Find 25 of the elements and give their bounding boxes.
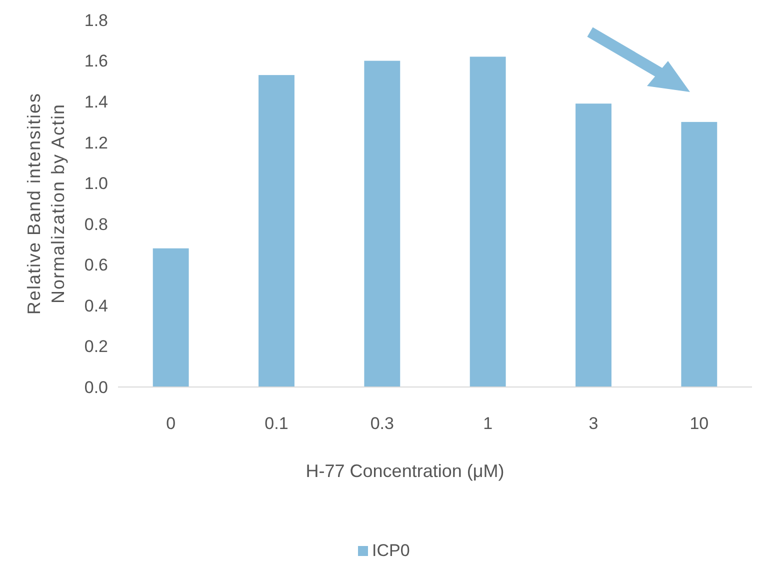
x-tick-label: 1 xyxy=(483,414,493,433)
y-tick-label: 0.4 xyxy=(84,296,108,316)
y-axis-title: Relative Band intensities Normalization by Actin xyxy=(24,92,68,315)
bar xyxy=(152,248,189,387)
y-tick-label: 1.0 xyxy=(84,174,108,194)
y-tick-label: 0.0 xyxy=(84,378,108,397)
y-tick-label: 1.6 xyxy=(84,52,108,71)
y-tick-label: 0.6 xyxy=(84,256,108,275)
y-tick-label: 0.2 xyxy=(84,337,108,356)
x-tick-label: 3 xyxy=(588,414,598,433)
y-tick-label: 0.8 xyxy=(84,214,108,234)
bar xyxy=(364,60,400,387)
y-tick-label: 1.8 xyxy=(84,10,108,30)
x-axis-title: H-77 Concentration (μM) xyxy=(306,461,504,481)
y-tick-label: 1.2 xyxy=(84,133,108,152)
bar xyxy=(576,104,612,387)
bar xyxy=(258,75,294,387)
y-tick-label: 1.4 xyxy=(84,92,108,112)
bar xyxy=(470,56,506,387)
legend-label: ICP0 xyxy=(372,541,410,560)
x-tick-label: 0.3 xyxy=(370,414,394,433)
bar xyxy=(681,122,718,387)
x-tick-label: 0 xyxy=(166,414,176,433)
x-tick-label: 0.1 xyxy=(264,414,288,433)
x-tick-label: 10 xyxy=(690,414,709,433)
